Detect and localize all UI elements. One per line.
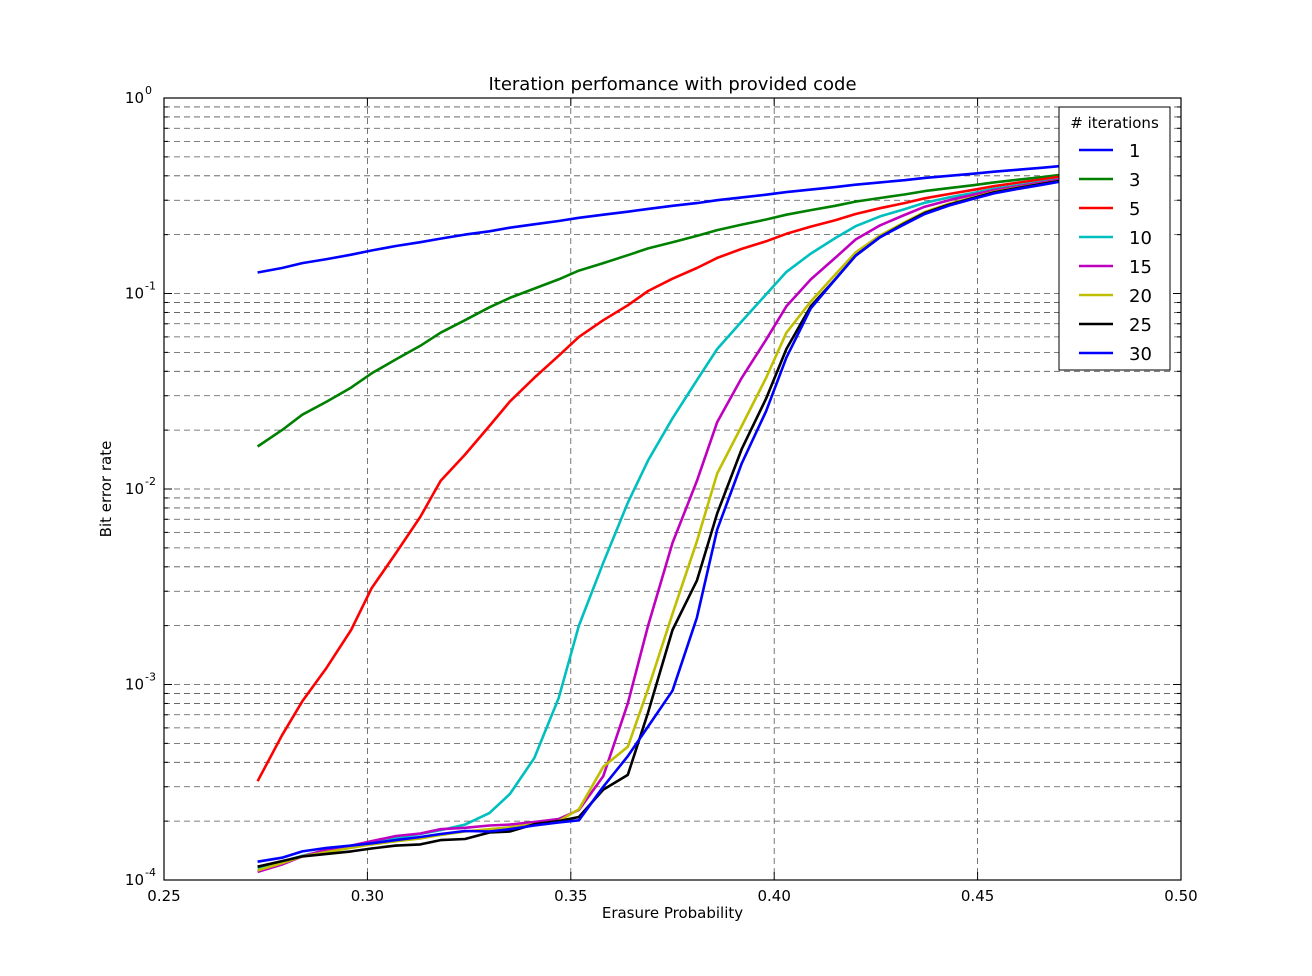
y-tick-label: 10	[125, 480, 144, 498]
y-tick-exponent: 0	[145, 84, 152, 97]
legend-label-5: 5	[1129, 199, 1140, 220]
y-tick-exponent: -2	[145, 475, 156, 488]
y-tick-label: 10	[125, 676, 144, 694]
legend-label-20: 20	[1129, 286, 1152, 307]
series-line-15	[257, 166, 1157, 874]
x-tick-label: 0.25	[147, 887, 180, 905]
x-tick-label: 0.40	[757, 887, 790, 905]
legend-label-3: 3	[1129, 170, 1140, 191]
y-tick-exponent: -4	[145, 866, 156, 879]
x-tick-label: 0.50	[1164, 887, 1197, 905]
y-tick-exponent: -1	[145, 280, 156, 293]
series-line-5	[256, 163, 1157, 782]
y-tick-label: 10	[125, 89, 144, 107]
series-line-1	[257, 157, 1157, 274]
series-line-3	[256, 163, 1157, 448]
grid	[164, 98, 1181, 880]
series-layer	[256, 157, 1157, 874]
legend-label-25: 25	[1129, 315, 1152, 336]
legend-label-1: 1	[1129, 141, 1140, 162]
legend-label-15: 15	[1129, 257, 1152, 278]
legend-box	[1058, 106, 1171, 371]
x-axis-label: Erasure Probability	[602, 904, 743, 922]
chart-title: Iteration perfomance with provided code	[488, 74, 856, 95]
y-tick-exponent: -3	[145, 671, 156, 684]
legend-label-10: 10	[1129, 228, 1152, 249]
y-axis-label: Bit error rate	[97, 441, 115, 538]
x-tick-label: 0.45	[961, 887, 994, 905]
x-tick-label: 0.30	[351, 887, 384, 905]
legend-items: 1 3 5 10 15 20 25 30	[1079, 141, 1152, 365]
series-line-30	[257, 167, 1157, 863]
y-tick-label: 10	[125, 285, 144, 303]
legend: # iterations 1 3 5 10 15 20 25 30	[1058, 106, 1171, 371]
legend-title: # iterations	[1070, 114, 1159, 132]
legend-label-30: 30	[1129, 344, 1152, 365]
y-tick-label: 10	[125, 871, 144, 889]
x-tick-label: 0.35	[554, 887, 587, 905]
